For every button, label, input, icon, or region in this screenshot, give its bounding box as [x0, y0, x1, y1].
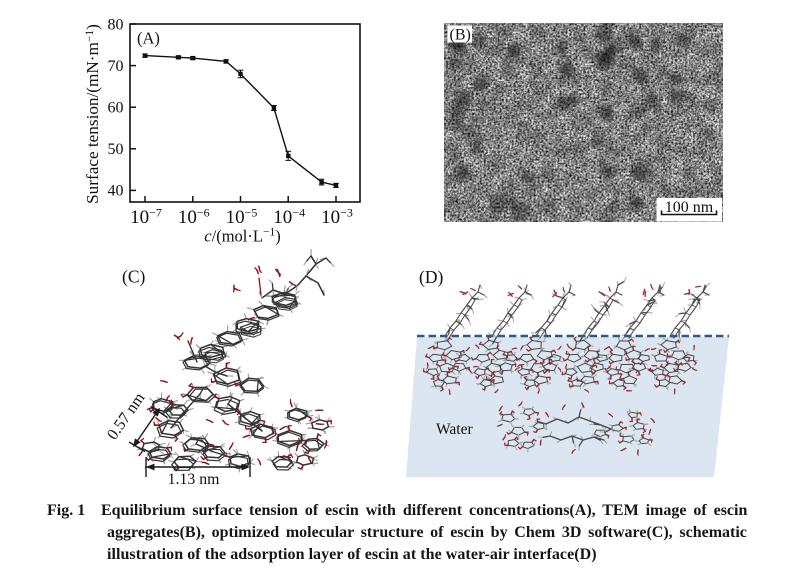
svg-text:(A): (A): [137, 29, 160, 48]
svg-text:40: 40: [108, 183, 124, 200]
svg-text:(D): (D): [419, 267, 443, 287]
svg-text:1.13 nm: 1.13 nm: [168, 471, 220, 488]
svg-text:(B): (B): [450, 27, 471, 44]
svg-text:10−7: 10−7: [130, 206, 162, 229]
svg-text:10−6: 10−6: [178, 206, 210, 229]
svg-text:c/(mol·L−1): c/(mol·L−1): [204, 227, 280, 246]
svg-text:80: 80: [108, 16, 124, 33]
svg-text:10−4: 10−4: [273, 206, 305, 229]
svg-text:70: 70: [108, 58, 124, 75]
svg-text:50: 50: [108, 141, 124, 158]
svg-text:60: 60: [108, 100, 124, 117]
svg-text:10−5: 10−5: [226, 206, 258, 229]
svg-text:(C): (C): [122, 267, 146, 287]
svg-text:Water: Water: [436, 421, 473, 438]
svg-text:10−3: 10−3: [321, 206, 353, 229]
svg-text:100 nm: 100 nm: [665, 199, 714, 216]
svg-text:Surface tension/(mN·m−1): Surface tension/(mN·m−1): [83, 24, 102, 204]
